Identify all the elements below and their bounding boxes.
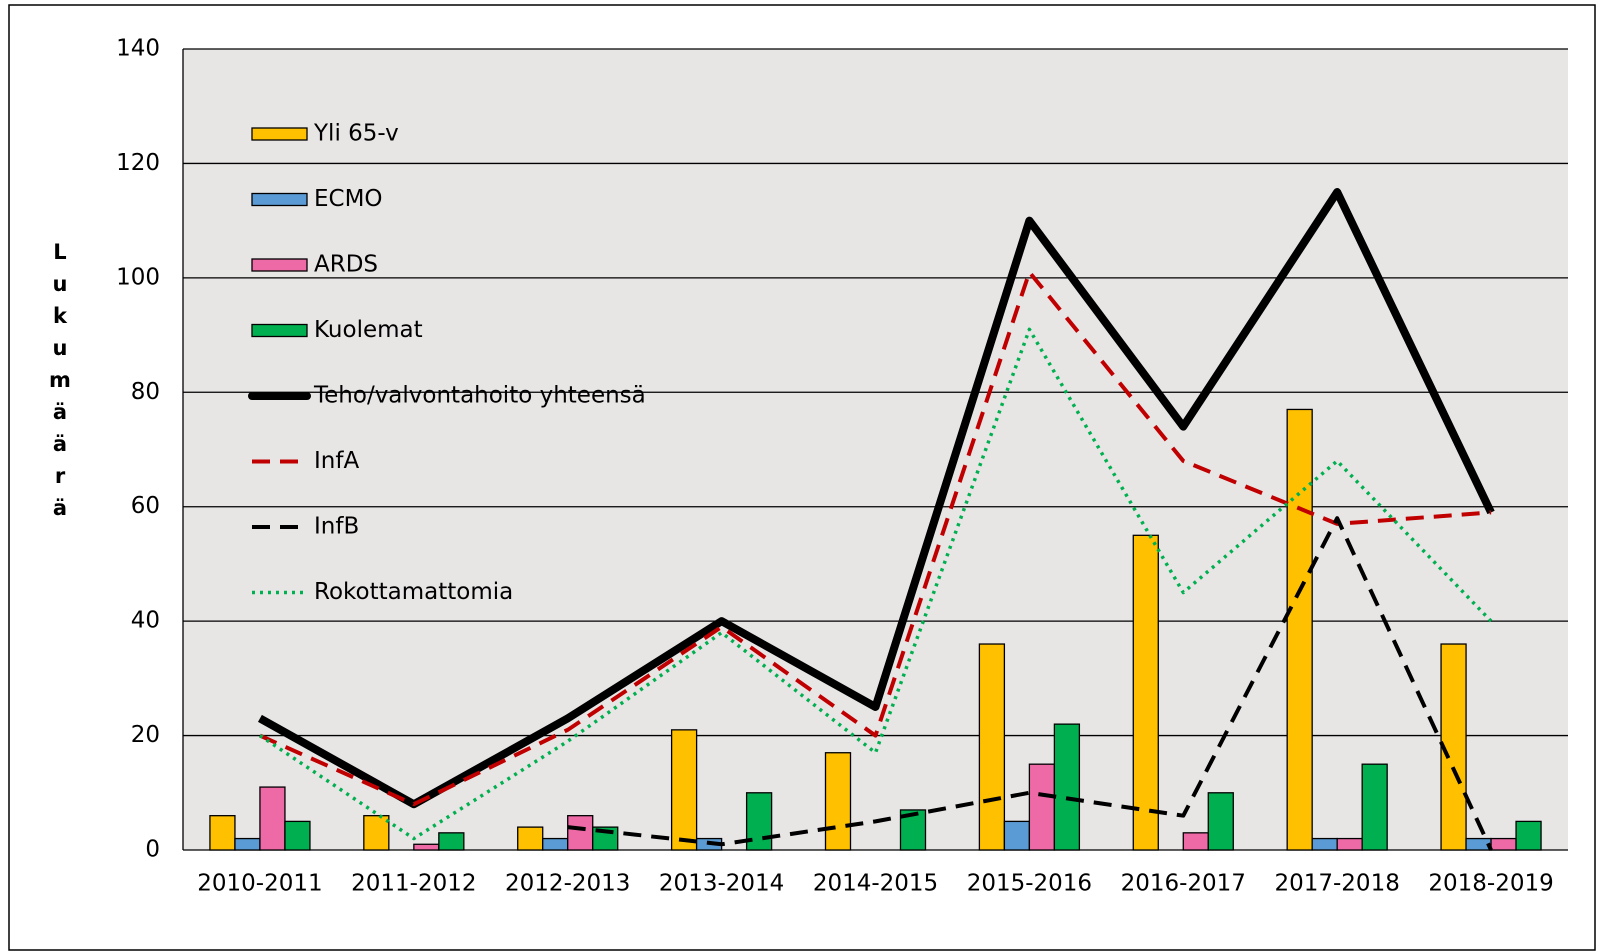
bar <box>363 815 390 851</box>
bar <box>670 729 698 851</box>
line <box>567 516 1493 851</box>
x-tick-label: 2016-2017 <box>1121 871 1246 897</box>
x-tick-label: 2011-2012 <box>351 871 476 897</box>
y-tick-label: 0 <box>145 837 160 863</box>
y-tick-label: 140 <box>116 36 160 62</box>
legend-swatch <box>251 127 308 141</box>
bar <box>1515 820 1542 851</box>
y-tick-label: 60 <box>131 493 160 519</box>
bar <box>1286 408 1313 851</box>
bar <box>1311 837 1338 851</box>
x-tick-label: 2012-2013 <box>505 871 630 897</box>
bar <box>1003 820 1031 851</box>
x-tick-label: 2015-2016 <box>967 871 1092 897</box>
bar <box>1336 837 1363 851</box>
legend-swatch <box>251 258 308 272</box>
bar <box>1132 534 1159 851</box>
y-tick-label: 20 <box>131 722 160 748</box>
y-tick-label: 40 <box>131 608 160 634</box>
bar <box>542 837 569 851</box>
x-tick-label: 2018-2019 <box>1428 871 1553 897</box>
plot-area <box>183 49 1568 850</box>
legend-label: ECMO <box>314 186 383 212</box>
bar <box>1207 792 1234 851</box>
bar <box>517 826 544 851</box>
legend-label: ARDS <box>314 252 378 278</box>
line <box>258 327 1493 841</box>
x-tick-label: 2013-2014 <box>659 871 784 897</box>
bar <box>209 815 236 851</box>
bar <box>1182 832 1209 851</box>
legend-label: Kuolemat <box>314 317 423 343</box>
bar <box>824 752 852 851</box>
x-tick-label: 2010-2011 <box>197 871 322 897</box>
bar <box>1028 763 1056 851</box>
x-tick-label: 2014-2015 <box>813 871 938 897</box>
bar <box>1361 763 1388 851</box>
bar <box>978 643 1006 851</box>
legend-label: InfA <box>314 448 359 474</box>
legend-label: Teho/valvontahoito yhteensä <box>313 383 646 409</box>
bar <box>234 837 261 851</box>
bar <box>284 820 311 851</box>
legend-label: Yli 65-v <box>313 121 399 147</box>
legend-label: Rokottamattomia <box>314 579 513 605</box>
bar <box>1053 723 1081 851</box>
bar <box>438 832 465 851</box>
x-tick-label: 2017-2018 <box>1274 871 1399 897</box>
bar <box>1490 837 1517 851</box>
bar <box>413 843 440 851</box>
y-tick-label: 100 <box>116 264 160 290</box>
legend-swatch <box>251 323 308 338</box>
y-axis-label: Lukumäärä <box>48 240 72 528</box>
legend-label: InfB <box>314 514 359 540</box>
bar <box>259 786 286 851</box>
y-tick-label: 80 <box>131 379 160 405</box>
legend-swatch <box>251 192 308 207</box>
line <box>257 188 1495 809</box>
y-tick-label: 120 <box>116 150 160 176</box>
bar <box>567 815 594 851</box>
